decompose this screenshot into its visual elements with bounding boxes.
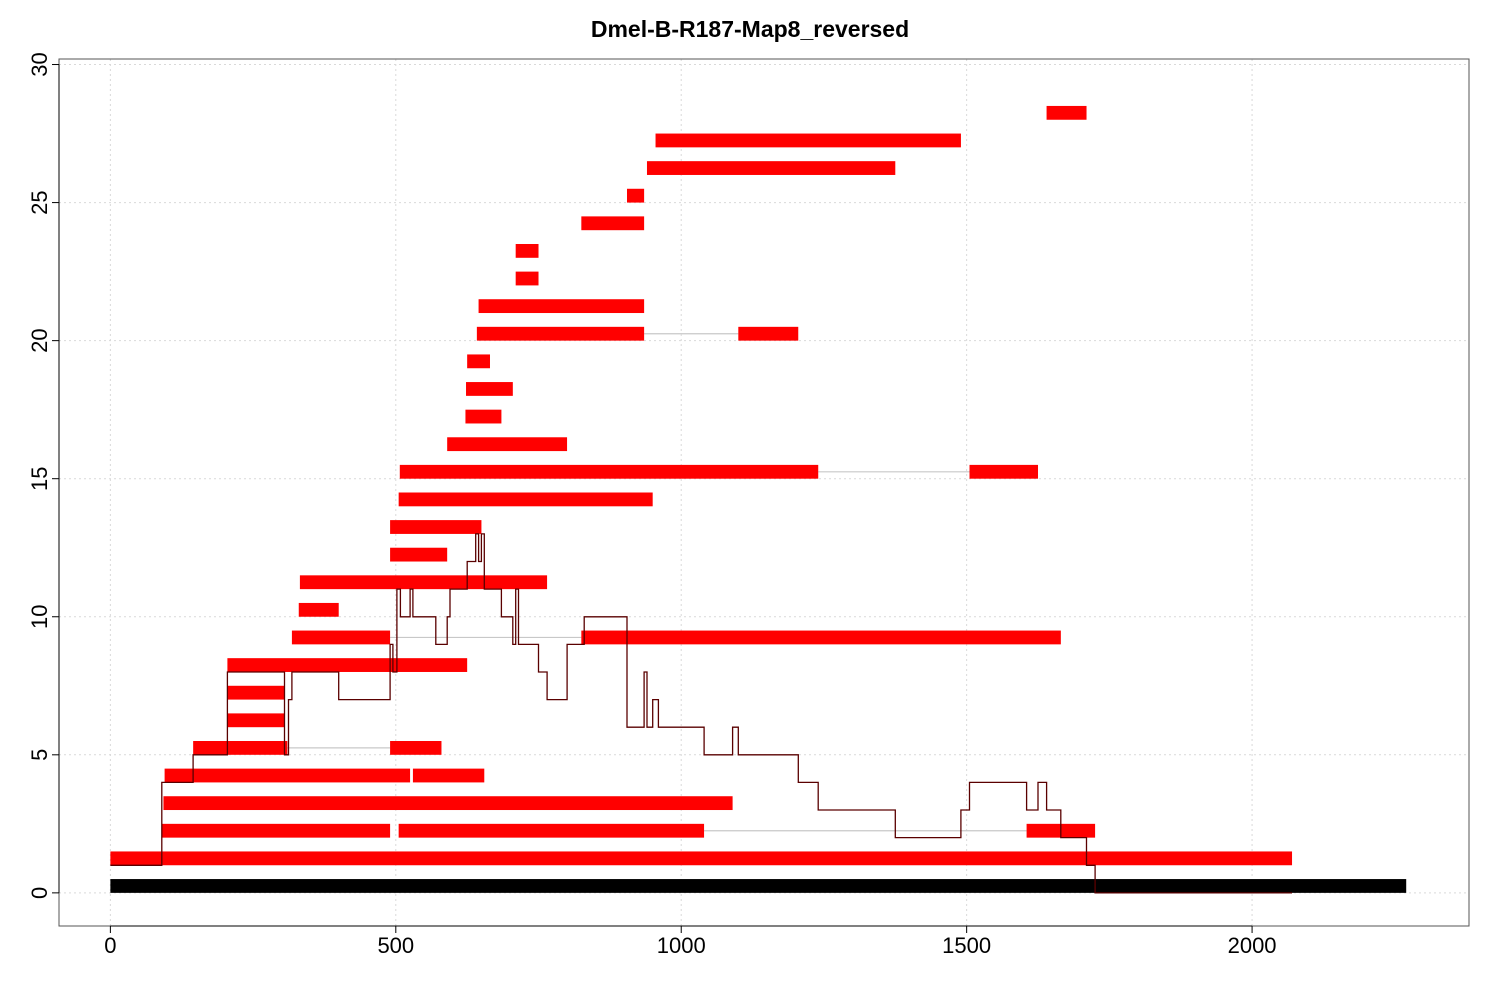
segment-bar — [298, 602, 339, 617]
segment-bar — [399, 464, 819, 479]
segment-bar — [581, 630, 1061, 645]
segment-bar — [466, 382, 513, 396]
reference-bar — [110, 879, 1407, 893]
y-tick-label: 25 — [27, 190, 52, 214]
x-tick-label: 1000 — [657, 933, 706, 958]
segment-bar — [412, 768, 485, 783]
x-axis: 0 500 1000 1500 2000 — [104, 925, 1277, 958]
segment-bar — [581, 216, 645, 231]
segment-bar — [447, 437, 568, 452]
segment-bar — [390, 520, 482, 534]
segment-bar — [655, 133, 961, 148]
segment-bar — [161, 823, 391, 838]
coverage-line-group — [110, 533, 1292, 894]
segment-bar — [164, 768, 411, 783]
segment-bar — [163, 796, 733, 811]
y-tick-label: 20 — [27, 328, 52, 352]
segment-bar — [398, 492, 653, 507]
segment-bar — [646, 161, 896, 175]
y-axis: 0 5 10 15 20 25 30 — [27, 52, 60, 899]
y-tick-label: 0 — [27, 887, 52, 899]
segment-bar — [193, 741, 288, 755]
segment-bar — [227, 685, 285, 700]
segment-bar — [969, 464, 1039, 479]
x-tick-label: 500 — [377, 933, 414, 958]
segment-bar — [299, 575, 548, 590]
segment-links — [287, 333, 1027, 832]
segment-bar — [515, 271, 539, 286]
y-tick-label: 5 — [27, 749, 52, 761]
segment-bar — [227, 658, 468, 672]
coverage-line — [110, 533, 1292, 894]
reference-bar-group — [110, 879, 1407, 893]
segment-bar — [398, 823, 705, 838]
segment-bar — [626, 188, 645, 203]
y-tick-label: 15 — [27, 466, 52, 490]
segment-bar — [515, 243, 539, 258]
x-tick-label: 2000 — [1228, 933, 1277, 958]
segment-bar — [291, 630, 391, 645]
segment-bar — [390, 741, 442, 755]
segment-bar — [227, 713, 285, 728]
x-tick-label: 1500 — [942, 933, 991, 958]
segment-bar — [467, 354, 490, 369]
segment-bar — [476, 326, 645, 341]
segment-bar — [478, 299, 645, 314]
segment-bar — [738, 326, 799, 341]
segment-bar — [1046, 105, 1087, 120]
segment-bar — [390, 547, 448, 562]
y-tick-label: 10 — [27, 605, 52, 629]
chart-title: Dmel-B-R187-Map8_reversed — [590, 16, 910, 42]
segment-bar — [465, 409, 502, 424]
segment-bar — [110, 851, 1293, 866]
y-tick-label: 30 — [27, 52, 52, 76]
grid-lines — [59, 59, 1469, 926]
plot-frame — [58, 58, 1470, 927]
x-tick-label: 0 — [104, 933, 116, 958]
segment-bars — [110, 105, 1293, 866]
